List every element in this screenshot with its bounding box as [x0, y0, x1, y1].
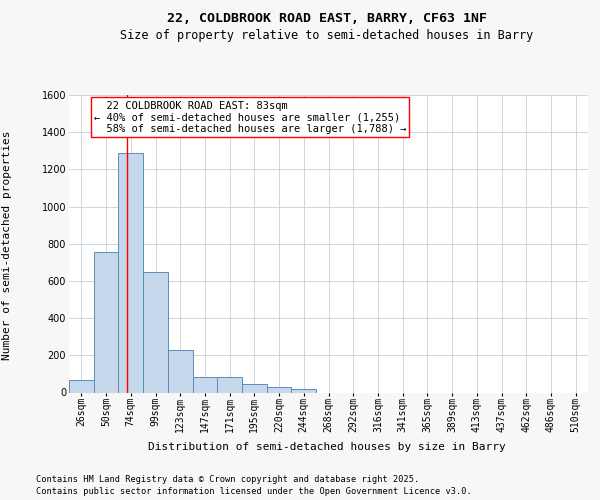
Bar [69, 380, 94, 392]
Bar [168, 350, 193, 393]
Text: 22 COLDBROOK ROAD EAST: 83sqm
← 40% of semi-detached houses are smaller (1,255)
: 22 COLDBROOK ROAD EAST: 83sqm ← 40% of s… [94, 100, 406, 134]
Bar [242, 384, 267, 392]
Bar [292, 389, 316, 392]
Text: Contains HM Land Registry data © Crown copyright and database right 2025.: Contains HM Land Registry data © Crown c… [36, 474, 419, 484]
Text: Size of property relative to semi-detached houses in Barry: Size of property relative to semi-detach… [121, 28, 533, 42]
Text: Contains public sector information licensed under the Open Government Licence v3: Contains public sector information licen… [36, 486, 472, 496]
Bar [193, 376, 217, 392]
Bar [143, 272, 168, 392]
Bar [267, 387, 292, 392]
Bar [118, 152, 143, 392]
Bar [94, 252, 118, 392]
Text: Distribution of semi-detached houses by size in Barry: Distribution of semi-detached houses by … [148, 442, 506, 452]
Text: 22, COLDBROOK ROAD EAST, BARRY, CF63 1NF: 22, COLDBROOK ROAD EAST, BARRY, CF63 1NF [167, 12, 487, 26]
Bar [217, 376, 242, 392]
Text: Number of semi-detached properties: Number of semi-detached properties [2, 130, 12, 360]
